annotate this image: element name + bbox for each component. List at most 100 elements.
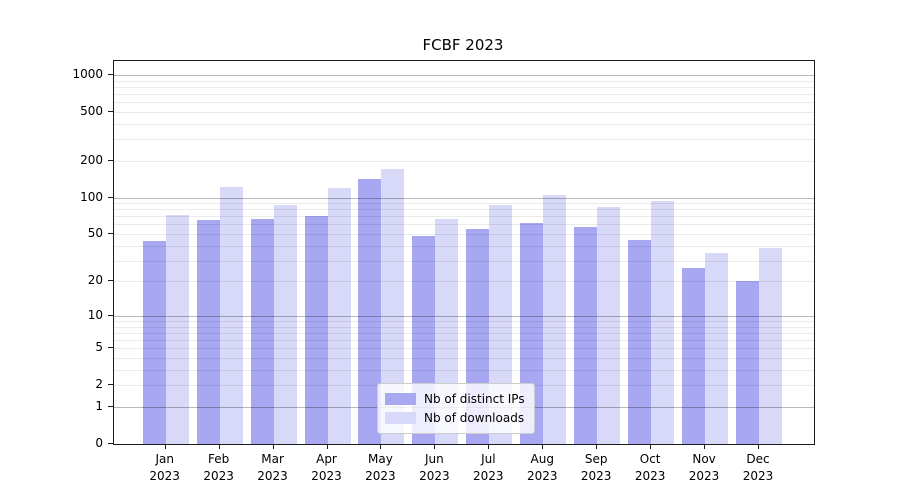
minor-gridline — [114, 321, 814, 322]
minor-gridline — [114, 94, 814, 95]
bar-downloads-apr — [327, 188, 351, 444]
legend-item-distinct-ips: Nb of distinct IPs — [385, 389, 525, 408]
minor-gridline — [114, 161, 814, 162]
bar-distinct_ips-feb — [196, 220, 220, 444]
y-tick-label: 2 — [95, 377, 103, 392]
major-gridline — [114, 316, 814, 317]
legend-label-distinct-ips: Nb of distinct IPs — [424, 391, 525, 406]
bar-downloads-oct — [651, 200, 675, 444]
y-tick-mark — [108, 159, 113, 161]
legend-label-downloads: Nb of downloads — [424, 410, 525, 425]
y-tick-mark — [108, 196, 113, 198]
x-tick-label-dec: Dec 2023 — [742, 452, 774, 483]
bar-distinct_ips-may — [358, 178, 382, 444]
minor-gridline — [114, 81, 814, 82]
x-tick-label-nov: Nov 2023 — [688, 452, 720, 483]
minor-gridline — [114, 340, 814, 341]
x-tick-mark — [704, 445, 706, 449]
minor-gridline — [114, 327, 814, 328]
minor-gridline — [114, 281, 814, 282]
x-tick-mark — [164, 445, 166, 449]
x-tick-label-aug: Aug 2023 — [526, 452, 558, 483]
y-tick-label: 50 — [87, 225, 103, 240]
grid-layer — [114, 61, 814, 444]
legend-item-downloads: Nb of downloads — [385, 408, 525, 427]
minor-gridline — [114, 124, 814, 125]
bar-distinct_ips-nov — [682, 267, 706, 444]
minor-gridline — [114, 224, 814, 225]
major-gridline — [114, 198, 814, 199]
x-tick-label-sep: Sep 2023 — [580, 452, 612, 483]
x-tick-label-apr: Apr 2023 — [311, 452, 342, 483]
y-tick-mark — [108, 280, 113, 282]
y-tick-mark — [108, 74, 113, 75]
y-tick-label: 500 — [80, 103, 103, 118]
y-tick-label: 5 — [95, 340, 103, 355]
bar-downloads-may — [381, 169, 405, 444]
y-tick-mark — [108, 405, 113, 407]
minor-gridline — [114, 112, 814, 113]
minor-gridline — [114, 216, 814, 217]
bar-downloads-nov — [705, 252, 729, 444]
minor-gridline — [114, 209, 814, 210]
x-tick-mark — [272, 445, 274, 449]
minor-gridline — [114, 139, 814, 140]
y-tick-mark — [108, 232, 113, 234]
minor-gridline — [114, 358, 814, 359]
x-tick-mark — [380, 445, 382, 449]
y-tick-mark — [108, 314, 113, 316]
bar-distinct_ips-sep — [574, 227, 598, 444]
minor-gridline — [114, 370, 814, 371]
legend-swatch-distinct-ips-icon — [385, 392, 416, 405]
minor-gridline — [114, 246, 814, 247]
y-tick-label: 1 — [95, 398, 103, 413]
bar-downloads-feb — [219, 186, 243, 444]
x-tick-label-jun: Jun 2023 — [419, 452, 450, 483]
minor-gridline — [114, 203, 814, 204]
minor-gridline — [114, 333, 814, 334]
bar-distinct_ips-dec — [736, 281, 759, 444]
y-tick-mark — [108, 347, 113, 349]
plot-area: Nb of distinct IPs Nb of downloads — [113, 60, 815, 445]
y-tick-mark — [108, 110, 113, 112]
bar-downloads-jan — [165, 214, 189, 444]
y-tick-mark — [108, 384, 113, 386]
bar-downloads-mar — [273, 204, 297, 444]
x-tick-label-may: May 2023 — [365, 452, 396, 483]
legend-swatch-downloads-icon — [385, 411, 416, 424]
bar-distinct_ips-jan — [142, 240, 166, 444]
x-tick-label-feb: Feb 2023 — [203, 452, 234, 483]
y-tick-label: 1000 — [72, 67, 103, 81]
bar-distinct_ips-apr — [304, 216, 328, 444]
x-tick-mark — [218, 445, 220, 449]
x-tick-label-jan: Jan 2023 — [149, 452, 180, 483]
minor-gridline — [114, 234, 814, 235]
x-tick-mark — [596, 445, 598, 449]
minor-gridline — [114, 261, 814, 262]
minor-gridline — [114, 87, 814, 88]
bar-distinct_ips-mar — [250, 218, 274, 444]
bar-distinct_ips-oct — [628, 239, 652, 444]
x-tick-mark — [758, 445, 759, 449]
y-tick-label: 10 — [87, 307, 103, 322]
x-tick-mark — [650, 445, 652, 449]
y-tick-label: 20 — [87, 273, 103, 288]
y-tick-label: 200 — [80, 152, 103, 167]
minor-gridline — [114, 348, 814, 349]
minor-gridline — [114, 102, 814, 103]
x-tick-mark — [542, 445, 544, 449]
x-tick-mark — [434, 445, 436, 449]
y-tick-label: 100 — [80, 189, 103, 204]
x-tick-mark — [326, 445, 328, 449]
major-gridline — [114, 75, 814, 76]
bar-downloads-sep — [597, 206, 621, 444]
legend: Nb of distinct IPs Nb of downloads — [377, 383, 535, 434]
x-tick-label-mar: Mar 2023 — [257, 452, 288, 483]
x-tick-mark — [488, 445, 490, 449]
x-tick-label-oct: Oct 2023 — [634, 452, 666, 483]
y-tick-mark — [108, 443, 113, 444]
x-tick-label-jul: Jul 2023 — [473, 452, 504, 483]
y-tick-label: 0 — [95, 436, 103, 450]
bar-downloads-aug — [543, 195, 567, 444]
